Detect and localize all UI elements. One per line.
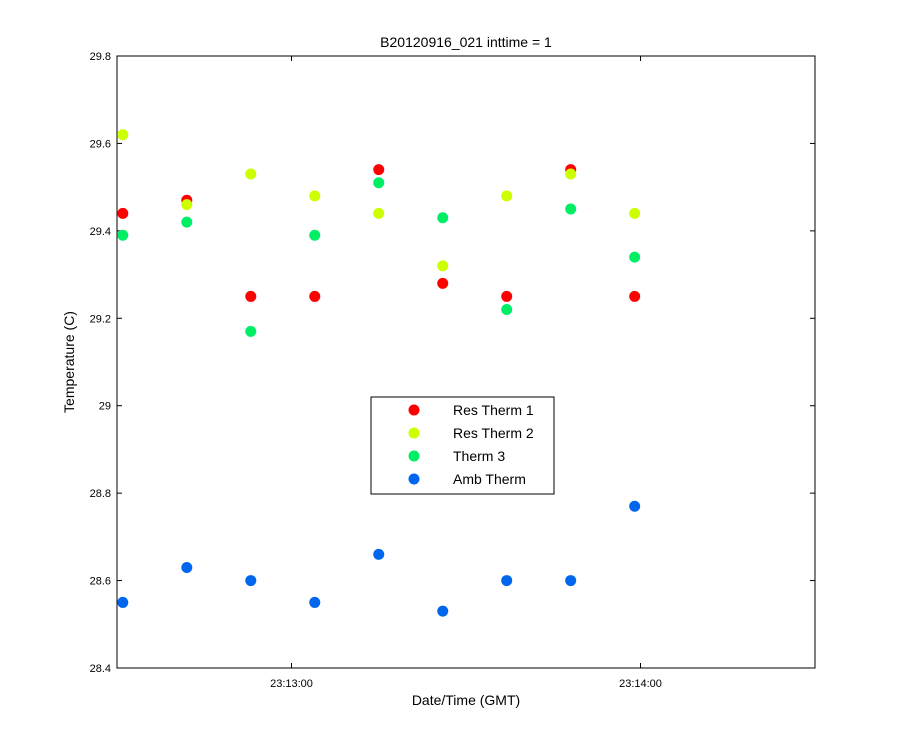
- y-tick-label: 29.2: [90, 313, 111, 325]
- data-point: [309, 596, 321, 608]
- data-points: [117, 129, 641, 617]
- y-axis-label: Temperature (C): [61, 311, 77, 413]
- data-point: [501, 190, 513, 202]
- data-point: [629, 290, 641, 302]
- data-point: [373, 177, 385, 189]
- legend-box: [370, 396, 555, 495]
- data-point: [501, 290, 513, 302]
- data-point: [437, 212, 449, 224]
- data-point: [565, 203, 577, 215]
- data-point: [437, 277, 449, 289]
- y-tick-label: 29: [99, 401, 111, 413]
- data-point: [501, 304, 513, 316]
- legend-label: Therm 3: [453, 448, 505, 464]
- data-point: [309, 190, 321, 202]
- data-point: [629, 500, 641, 512]
- data-point: [565, 168, 577, 180]
- data-point: [245, 290, 257, 302]
- legend-marker: [408, 473, 420, 485]
- legend-marker: [408, 404, 420, 416]
- plot-area: [116, 55, 816, 669]
- data-point: [181, 216, 193, 228]
- data-point: [629, 207, 641, 219]
- x-axis-label: Date/Time (GMT): [412, 692, 520, 708]
- data-point: [309, 229, 321, 241]
- data-point: [117, 129, 129, 141]
- chart-title: B20120916_021 inttime = 1: [380, 34, 552, 50]
- data-point: [373, 548, 385, 560]
- data-point: [245, 575, 257, 587]
- legend-marker: [408, 427, 420, 439]
- data-point: [117, 207, 129, 219]
- y-tick-label: 29.4: [90, 226, 111, 238]
- data-point: [245, 325, 257, 337]
- data-point: [373, 207, 385, 219]
- x-axis: 23:13:00 23:14:00: [270, 56, 662, 690]
- data-point: [501, 575, 513, 587]
- data-point: [181, 561, 193, 573]
- data-point: [245, 168, 257, 180]
- y-axis: 28.4 28.6 28.8 29 29.2 29.4 29.6 29.8: [90, 51, 815, 675]
- data-point: [309, 290, 321, 302]
- data-point: [437, 605, 449, 617]
- data-point: [565, 575, 577, 587]
- legend-label: Res Therm 2: [453, 425, 534, 441]
- y-tick-label: 28.4: [90, 663, 111, 675]
- data-point: [437, 260, 449, 272]
- y-tick-label: 28.6: [90, 576, 111, 588]
- data-point: [117, 229, 129, 241]
- y-tick-label: 29.6: [90, 138, 111, 150]
- legend: Res Therm 1 Res Therm 2 Therm 3 Amb Therm: [370, 396, 555, 495]
- legend-label: Res Therm 1: [453, 402, 534, 418]
- x-tick-label: 23:14:00: [619, 678, 662, 690]
- data-point: [629, 251, 641, 263]
- y-tick-label: 28.8: [90, 488, 111, 500]
- data-point: [373, 164, 385, 176]
- legend-marker: [408, 450, 420, 462]
- y-tick-label: 29.8: [90, 51, 111, 63]
- data-point: [117, 596, 129, 608]
- legend-label: Amb Therm: [453, 471, 526, 487]
- data-point: [181, 199, 193, 211]
- x-tick-label: 23:13:00: [270, 678, 313, 690]
